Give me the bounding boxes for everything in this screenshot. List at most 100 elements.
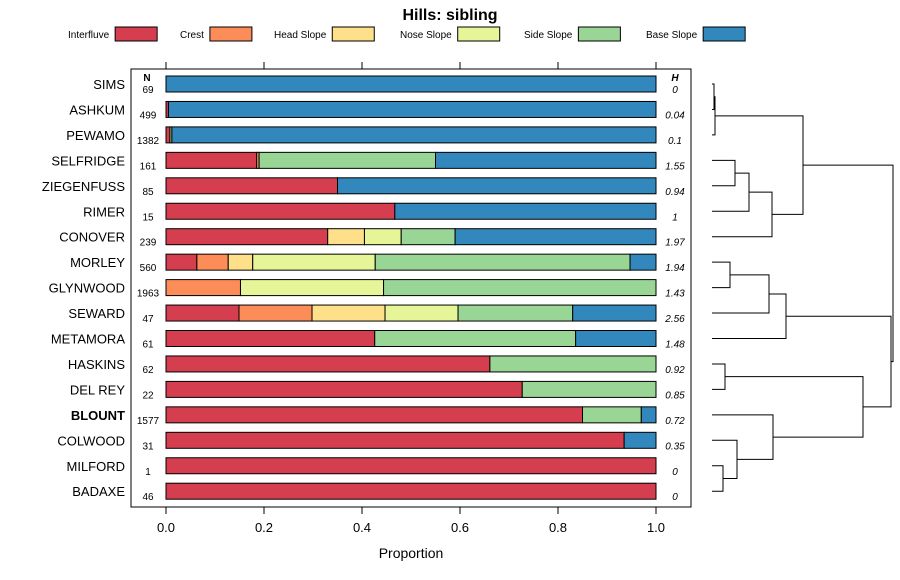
bar-segment (383, 279, 657, 297)
x-tick-label: 0.6 (451, 520, 469, 535)
row-n: 1 (145, 467, 151, 478)
bar-segment (521, 380, 657, 398)
row-h: 0.85 (665, 390, 685, 401)
bar-segment (196, 253, 229, 271)
row-n: 85 (142, 187, 154, 198)
chart-title: Hills: sibling (402, 7, 497, 24)
bar-segment (629, 253, 657, 271)
bar-segment (640, 406, 657, 424)
bar-segment (394, 202, 657, 220)
legend-label: Base Slope (646, 30, 698, 41)
bar-segment (239, 279, 385, 297)
row-h: 1.97 (665, 238, 685, 249)
row-name: SIMS (93, 77, 125, 92)
row-name: HASKINS (68, 357, 125, 372)
row-name: MORLEY (70, 255, 125, 270)
bar-segment (238, 304, 313, 322)
legend-swatch (331, 26, 375, 42)
legend-swatch (577, 26, 621, 42)
row-n: 46 (142, 492, 154, 503)
dendrogram-branch (803, 164, 894, 363)
bar-segment (165, 279, 241, 297)
row-n: 161 (140, 161, 157, 172)
legend-swatch (114, 26, 158, 42)
dendrogram-branch (725, 376, 864, 438)
row-name: SEWARD (68, 306, 125, 321)
legend-label: Crest (180, 30, 204, 41)
row-h: 0.1 (668, 136, 682, 147)
legend-swatch (457, 26, 501, 42)
bar-segment (167, 100, 657, 118)
bar-segment (165, 202, 396, 220)
x-tick-label: 0.0 (157, 520, 175, 535)
bar-segment (165, 177, 338, 195)
dendrogram-branch (712, 465, 724, 492)
row-h: 1 (672, 212, 678, 223)
bar-segment (165, 355, 491, 373)
row-n: 61 (142, 340, 154, 351)
bar-segment (165, 457, 657, 475)
bar-segment (165, 75, 657, 93)
dendrogram-branch (712, 293, 787, 339)
dendrogram-branch (712, 261, 731, 289)
bar-segment (374, 253, 631, 271)
row-name: RIMER (83, 204, 125, 219)
dendrogram-branch (712, 191, 773, 238)
row-n: 239 (140, 238, 157, 249)
bar-segment (165, 482, 657, 500)
row-n: 22 (142, 390, 154, 401)
h-header: H (671, 73, 679, 84)
dendrogram-branch (712, 274, 770, 314)
legend-swatch (702, 26, 746, 42)
legend-label: Head Slope (274, 30, 327, 41)
row-name: METAMORA (51, 332, 125, 347)
bar-segment (623, 431, 657, 449)
row-h: 0.04 (665, 110, 685, 121)
row-n: 15 (142, 212, 154, 223)
row-name: BADAXE (72, 484, 125, 499)
row-name: SELFRIDGE (51, 153, 125, 168)
bar-segment (575, 330, 657, 347)
row-h: 0 (672, 85, 678, 96)
legend-label: Interfluve (68, 30, 110, 41)
bar-segment (165, 431, 625, 449)
row-n: 62 (142, 365, 154, 376)
dendrogram-branch (712, 172, 750, 212)
bar-segment (327, 228, 365, 246)
bar-rows: SIMS 69 0 ASHKUM 499 0.04 PEWAMO 1382 0.1 SELFRID… (42, 75, 685, 503)
legend-swatch (209, 26, 253, 42)
bar-segment (165, 151, 258, 169)
row-h: 0 (672, 492, 678, 503)
row-n: 1577 (137, 416, 160, 427)
dendrogram-branch (712, 159, 736, 187)
x-tick-label: 0.8 (549, 520, 567, 535)
bar-segment (454, 228, 657, 246)
x-axis: 0.0 0.2 0.4 0.6 0.8 1.0 (157, 62, 665, 535)
bar-segment (165, 380, 523, 398)
row-n: 560 (140, 263, 157, 274)
row-name: PEWAMO (66, 128, 125, 143)
row-name: ZIEGENFUSS (42, 179, 125, 194)
dendrogram-branch (712, 83, 715, 110)
row-h: 1.94 (665, 263, 685, 274)
plot-frame (130, 68, 692, 508)
x-tick-label: 0.2 (255, 520, 273, 535)
x-tick-label: 0.4 (353, 520, 371, 535)
bar-segment (311, 304, 386, 322)
bar-segment (165, 330, 376, 347)
bar-segment (582, 406, 642, 424)
dendrogram (712, 83, 894, 492)
row-name: DEL REY (70, 382, 125, 397)
row-name: MILFORD (67, 459, 126, 474)
bar-segment (400, 228, 456, 246)
row-h: 0.94 (665, 187, 685, 198)
dendrogram-branch (786, 315, 892, 408)
bar-segment (165, 406, 583, 424)
bar-segment (171, 126, 657, 144)
row-name: BLOUNT (71, 408, 125, 423)
row-h: 0.72 (665, 416, 685, 427)
row-n: 47 (142, 314, 154, 325)
row-h: 1.55 (665, 161, 685, 172)
row-name: CONOVER (59, 230, 125, 245)
